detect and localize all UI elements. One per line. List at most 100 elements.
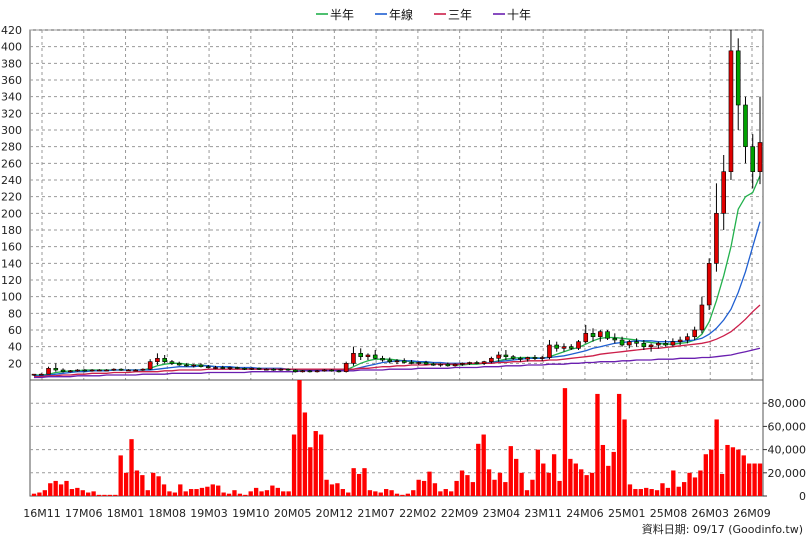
candle-body [735, 50, 741, 106]
legend-label: 十年 [507, 8, 531, 22]
volume-bar [514, 458, 519, 496]
candle-body [75, 369, 80, 372]
volume-bar [37, 492, 42, 496]
volume-bar [736, 449, 741, 496]
volume-bar [134, 470, 140, 496]
volume-bar [519, 472, 524, 496]
volume-bar [481, 434, 486, 496]
candle-body [474, 362, 480, 364]
volume-bar [524, 490, 530, 496]
volume-bar [503, 482, 508, 496]
volume-bar [541, 463, 546, 496]
volume-bar [356, 473, 362, 496]
volume-bar [151, 472, 156, 496]
candle-body [372, 354, 378, 359]
candle-body [416, 362, 422, 364]
volume-bar [405, 493, 411, 496]
x-tick-label: 18M08 [149, 507, 187, 520]
price-tick-label: 280 [1, 141, 22, 154]
candle-body [692, 329, 697, 337]
candle-body [670, 341, 676, 346]
x-tick-label: 21M07 [357, 507, 395, 520]
volume-bar [302, 412, 308, 496]
volume-bar [210, 484, 215, 496]
volume-bar [113, 494, 118, 496]
volume-bar [411, 490, 416, 496]
candle-body [554, 344, 560, 349]
candle-body [111, 368, 117, 371]
volume-bar [589, 472, 595, 496]
volume-bar [248, 491, 253, 496]
candle-body [576, 341, 581, 349]
price-tick-label: 380 [1, 57, 22, 70]
volume-bar [535, 449, 541, 496]
volume-bar [351, 468, 356, 496]
volume-bar [53, 480, 58, 496]
volume-bar [308, 447, 313, 496]
volume-bar [486, 469, 492, 496]
candle-body [46, 368, 51, 375]
volume-bar [389, 490, 394, 496]
volume-bar [757, 463, 763, 496]
volume-bar [167, 491, 172, 496]
volume-bar [427, 471, 432, 496]
candle-body [351, 353, 356, 364]
price-tick-label: 60 [8, 324, 22, 337]
candle-body [663, 343, 668, 346]
x-tick-label: 23M04 [483, 507, 521, 520]
candle-body [293, 369, 298, 372]
x-tick-label: 23M11 [524, 507, 562, 520]
x-tick-label: 25M08 [650, 507, 688, 520]
volume-bar [546, 472, 551, 496]
volume-bar [627, 484, 633, 496]
volume-bar [161, 484, 167, 496]
candle-body [329, 369, 334, 372]
volume-bar [492, 479, 497, 496]
candle-body [634, 341, 639, 344]
x-tick-label: 17M06 [65, 507, 103, 520]
volume-bar [199, 487, 205, 496]
volume-bar [476, 443, 481, 496]
candle-body [198, 364, 204, 367]
volume-bar [714, 419, 719, 496]
volume-bar [671, 470, 676, 496]
candle-body [590, 333, 596, 337]
price-tick-label: 400 [1, 41, 22, 54]
candlesticks [31, 30, 763, 376]
volume-bar [48, 483, 53, 496]
price-grid [29, 29, 764, 496]
volume-bar [226, 493, 232, 496]
x-tick-label: 26M09 [733, 507, 771, 520]
candle-body [31, 373, 37, 376]
candle-body [721, 171, 726, 214]
volume-bar [297, 380, 302, 496]
volume-bar [416, 479, 421, 496]
candle-body [627, 341, 632, 346]
volume-bar [329, 484, 335, 496]
candle-body [322, 369, 327, 372]
volume-bar [324, 479, 329, 496]
volume-bar [58, 484, 64, 496]
volume-bar [129, 439, 134, 496]
candle-body [612, 338, 618, 341]
volume-bar [465, 475, 470, 496]
volume-bar [633, 489, 638, 496]
volume-bar [313, 431, 318, 496]
candle-body [583, 333, 589, 342]
volume-bar [243, 494, 248, 496]
candle-body [38, 373, 44, 376]
volume-bar [80, 490, 85, 496]
volume-bar [123, 472, 129, 496]
volume-bar [654, 490, 660, 496]
candle-body [380, 358, 385, 361]
volume-bar [96, 494, 102, 496]
candle-body [264, 368, 269, 371]
candle-body [525, 357, 530, 360]
volume-bar [140, 475, 145, 496]
volume-bar [42, 490, 48, 496]
volume-bar [470, 482, 476, 496]
volume-bar [91, 491, 96, 496]
volume-bar [232, 490, 237, 496]
volume-bar [340, 489, 345, 496]
volume-bar [508, 446, 513, 496]
